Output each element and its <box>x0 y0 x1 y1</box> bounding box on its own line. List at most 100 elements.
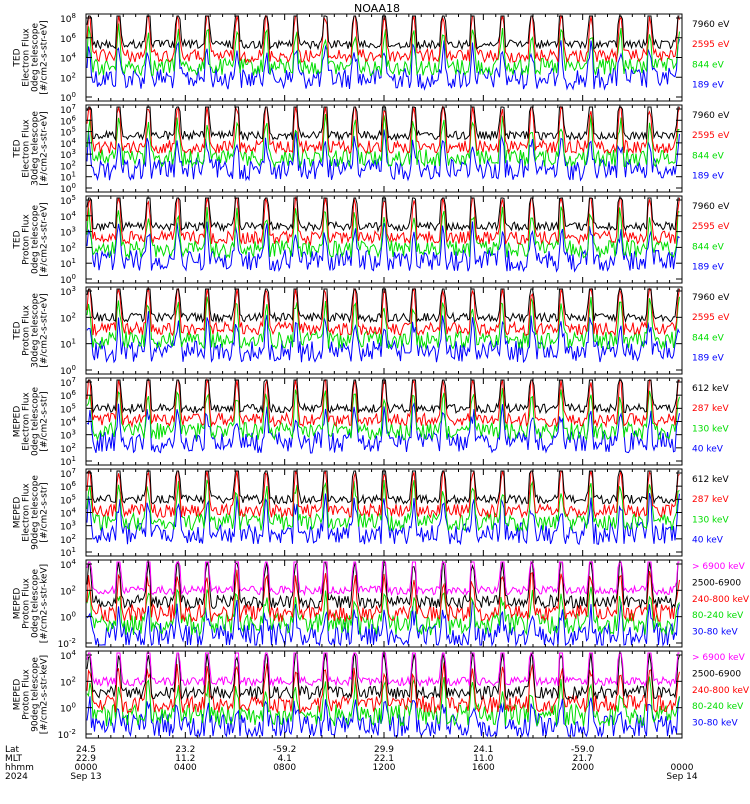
y-tick-label: 103 <box>60 285 76 298</box>
legend-entry: 189 eV <box>692 81 725 91</box>
legend-entry: 287 keV <box>692 495 729 505</box>
legend-entry: 612 keV <box>692 475 729 485</box>
panel-4: TEDProton Flux30deg telescope[#/cm2-s-st… <box>13 285 731 377</box>
x-axis-lat-label: 24.1 <box>473 745 493 755</box>
x-axis-mlt-label: 21.7 <box>573 754 593 764</box>
series-trace <box>86 599 680 647</box>
series-trace <box>86 114 680 169</box>
series-trace <box>86 569 680 623</box>
y-axis-label-line: 30deg telescope <box>31 111 41 186</box>
y-tick-label: 107 <box>60 103 76 116</box>
legend-entry: 40 keV <box>692 536 724 546</box>
x-axis-date-label: Sep 14 <box>666 772 698 782</box>
panel-8: MEPEDProton Flux90deg telescope[#/cm2-s-… <box>13 649 750 741</box>
series-trace <box>86 15 680 51</box>
legend-entry: 240-800 keV <box>692 686 750 696</box>
y-axis-label-line: Electron Flux <box>22 28 32 87</box>
y-tick-label: 107 <box>60 376 76 389</box>
legend-entry: 2595 eV <box>692 131 730 141</box>
x-axis-mlt-label: 11.2 <box>175 754 195 764</box>
y-axis-label-line: MEPED <box>13 588 23 620</box>
legend-entry: 287 keV <box>692 404 729 414</box>
series-trace <box>86 676 680 727</box>
y-axis-label-line: [#/cm2-s-str-keV] <box>40 564 50 643</box>
legend-entry: 844 eV <box>692 333 725 343</box>
y-axis-label: MEPEDProton Flux0deg telescope[#/cm2-s-s… <box>13 564 50 643</box>
y-axis-label-line: [#/cm2-s-str] <box>40 482 50 542</box>
y-axis-label-line: 0deg telescope <box>31 23 41 93</box>
y-tick-label: 102 <box>60 241 76 254</box>
y-axis-label-line: 90deg telescope <box>31 657 41 732</box>
y-axis-label: MEPEDElectron Flux0deg telescope[#/cm2-s… <box>13 387 50 457</box>
x-axis-hhmm-label: 0000 <box>671 763 694 773</box>
y-tick-label: 101 <box>60 257 76 270</box>
x-axis-lat-label: -59.0 <box>571 745 595 755</box>
y-tick-label: 101 <box>60 455 76 468</box>
y-axis-label-line: [#/cm2-s-str-eV] <box>40 111 50 186</box>
series-trace <box>86 469 680 519</box>
y-tick-label: 100 <box>60 182 76 195</box>
x-axis-mlt-label: 4.1 <box>278 754 292 764</box>
series-trace <box>86 479 680 532</box>
y-tick-label: 107 <box>60 467 76 480</box>
y-axis-label-line: 90deg telescope <box>31 475 41 550</box>
y-tick-label: 100 <box>60 364 76 377</box>
series-trace <box>86 311 680 364</box>
legend-entry: 30-80 keV <box>692 628 738 638</box>
y-tick-label: 100 <box>60 702 76 715</box>
legend-entry: 7960 eV <box>692 20 730 30</box>
x-axis-date-label: Sep 13 <box>70 772 101 782</box>
legend-entry: 189 eV <box>692 172 725 182</box>
y-tick-label: 106 <box>60 32 76 45</box>
x-axis-hhmm-label: 0800 <box>273 763 296 773</box>
y-axis-label: TEDElectron Flux30deg telescope[#/cm2-s-… <box>13 111 50 186</box>
series-trace <box>86 196 680 247</box>
panel-1: TEDElectron Flux0deg telescope[#/cm2-s-s… <box>13 12 731 104</box>
y-tick-label: 104 <box>60 507 76 520</box>
y-tick-label: 102 <box>60 533 76 546</box>
series-trace <box>86 14 680 64</box>
y-tick-label: 101 <box>60 338 76 351</box>
legend-entry: 612 keV <box>692 384 729 394</box>
y-tick-label: 100 <box>60 91 76 104</box>
x-axis-mlt-label: 22.9 <box>76 754 96 764</box>
y-tick-label: 104 <box>60 558 76 571</box>
series-trace <box>86 197 680 233</box>
y-axis-label-line: 0deg telescope <box>31 205 41 275</box>
y-axis-label-line: 0deg telescope <box>31 387 41 457</box>
legend-entry: 40 keV <box>692 445 724 455</box>
x-axis-row-label: 2024 <box>5 772 28 782</box>
legend-entry: 2595 eV <box>692 313 730 323</box>
y-tick-label: 104 <box>60 137 76 150</box>
y-axis-label-line: MEPED <box>13 406 23 438</box>
y-tick-label: 101 <box>60 546 76 559</box>
y-tick-label: 10-2 <box>58 637 76 650</box>
y-axis-label-line: TED <box>13 48 23 67</box>
series-trace <box>86 287 680 337</box>
series-trace <box>86 288 680 324</box>
y-tick-label: 10-2 <box>58 728 76 741</box>
x-axis-row-label: Lat <box>5 745 20 755</box>
legend-entry: 7960 eV <box>692 293 730 303</box>
y-axis-label-line: 30deg telescope <box>31 293 41 368</box>
y-tick-label: 101 <box>60 171 76 184</box>
panels: TEDElectron Flux0deg telescope[#/cm2-s-s… <box>13 12 750 741</box>
legend-entry: 2595 eV <box>692 222 730 232</box>
panel-7: MEPEDProton Flux0deg telescope[#/cm2-s-s… <box>13 558 750 650</box>
y-axis-label-line: TED <box>13 139 23 158</box>
legend-entry: 130 keV <box>692 515 729 525</box>
series-trace <box>86 696 680 738</box>
y-axis-label: TEDProton Flux30deg telescope[#/cm2-s-st… <box>13 293 50 368</box>
legend-entry: 189 eV <box>692 263 725 273</box>
y-tick-label: 102 <box>60 311 76 324</box>
y-tick-label: 108 <box>60 12 76 25</box>
y-axis-label-line: TED <box>13 230 23 249</box>
legend-entry: 844 eV <box>692 242 725 252</box>
x-axis-hhmm-label: 1600 <box>472 763 495 773</box>
y-tick-label: 106 <box>60 389 76 402</box>
y-axis-label-line: [#/cm2-s-str-eV] <box>40 293 50 368</box>
y-tick-label: 103 <box>60 429 76 442</box>
y-axis-label-line: Electron Flux <box>22 483 32 542</box>
